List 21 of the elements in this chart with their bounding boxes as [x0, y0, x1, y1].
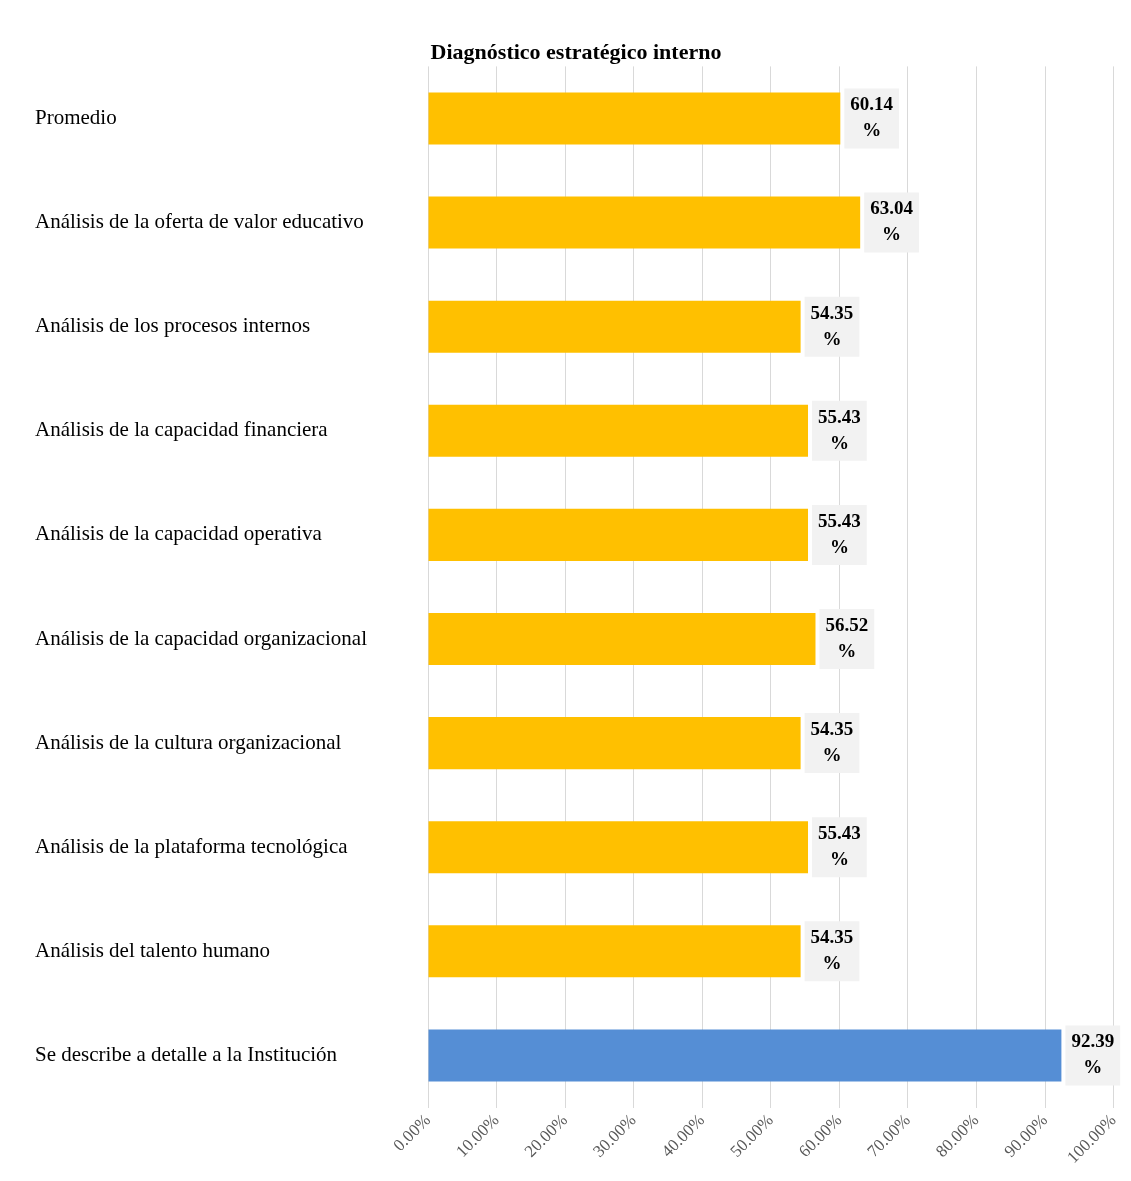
data-label: 54.35 % [810, 718, 854, 766]
y-tick-label: Análisis de la cultura organizacional [35, 729, 342, 754]
y-tick-label: Análisis del talento humano [35, 937, 271, 962]
data-label: 55.43 % [818, 509, 861, 557]
y-tick-label: Análisis de la capacidad operativa [35, 521, 323, 546]
y-tick-label: Análisis de la plataforma tecnológica [35, 833, 349, 858]
data-label: 63.04 % [870, 197, 914, 245]
y-tick-label: Análisis de la capacidad organizacional [35, 625, 368, 650]
data-label: 92.39 % [1071, 1030, 1115, 1078]
data-label: 56.52 % [825, 613, 869, 661]
y-tick-label: Promedio [35, 104, 117, 129]
chart-title: Diagnóstico estratégico interno [430, 38, 722, 64]
y-tick-label: Análisis de la capacidad financiera [35, 417, 329, 442]
data-label: 60.14 % [850, 93, 894, 141]
y-tick-label: Se describe a detalle a la Institución [35, 1041, 338, 1066]
data-label: 55.43 % [818, 405, 861, 453]
y-tick-label: Análisis de los procesos internos [35, 313, 311, 338]
y-tick-label: Análisis de la oferta de valor educativo [35, 209, 364, 234]
data-label: 54.35 % [810, 301, 854, 349]
data-label: 55.43 % [818, 822, 861, 870]
data-label: 54.35 % [810, 926, 854, 974]
